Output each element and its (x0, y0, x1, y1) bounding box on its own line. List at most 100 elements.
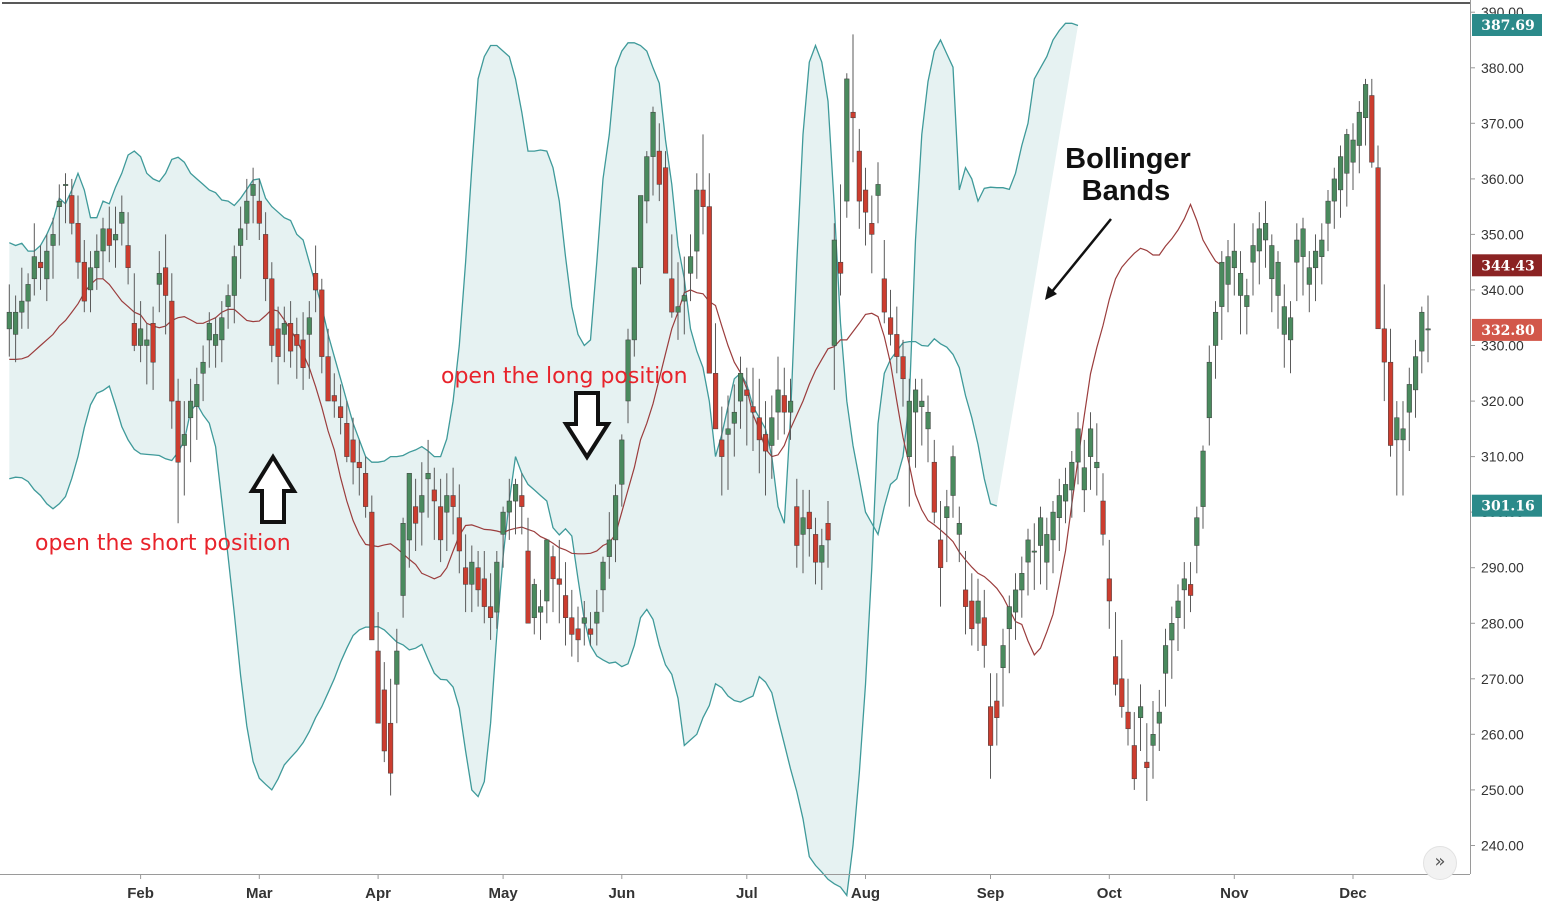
candle[interactable] (456, 484, 462, 574)
candle[interactable] (700, 134, 706, 235)
candle[interactable] (938, 501, 944, 607)
candle[interactable] (1163, 628, 1169, 707)
candle[interactable] (138, 301, 144, 363)
candle[interactable] (556, 539, 562, 624)
candle[interactable] (863, 167, 869, 246)
candle[interactable] (288, 301, 294, 368)
candle[interactable] (369, 495, 375, 641)
candle[interactable] (1106, 539, 1112, 629)
candle[interactable] (500, 506, 506, 568)
candle[interactable] (1131, 712, 1137, 790)
candle[interactable] (906, 378, 912, 507)
candle[interactable] (6, 284, 12, 357)
candle[interactable] (988, 673, 994, 779)
candle[interactable] (300, 312, 306, 390)
candle[interactable] (1181, 562, 1187, 629)
candle[interactable] (144, 323, 150, 385)
candle[interactable] (513, 478, 519, 535)
candle[interactable] (313, 245, 319, 313)
candle[interactable] (1206, 345, 1212, 446)
candle[interactable] (38, 245, 44, 290)
candle[interactable] (656, 123, 662, 202)
candle[interactable] (1419, 306, 1425, 374)
candle[interactable] (881, 240, 887, 324)
candle[interactable] (619, 434, 625, 507)
candle[interactable] (431, 467, 437, 540)
candle[interactable] (1200, 445, 1206, 529)
candle[interactable] (625, 328, 631, 424)
candle[interactable] (769, 395, 775, 479)
candle[interactable] (744, 367, 750, 446)
candle[interactable] (263, 212, 269, 302)
candle[interactable] (344, 401, 350, 463)
candle[interactable] (81, 240, 87, 313)
candle[interactable] (150, 306, 156, 390)
candle[interactable] (1363, 78, 1369, 146)
candle[interactable] (800, 489, 806, 574)
candle[interactable] (631, 267, 637, 357)
candle[interactable] (88, 251, 94, 313)
candle[interactable] (1000, 628, 1006, 707)
candle[interactable] (1063, 467, 1069, 524)
candle[interactable] (363, 456, 369, 518)
candle[interactable] (950, 445, 956, 518)
candle[interactable] (169, 273, 175, 429)
candle[interactable] (325, 328, 331, 402)
candle[interactable] (650, 106, 656, 196)
candle[interactable] (1394, 401, 1400, 496)
candle[interactable] (1388, 328, 1394, 457)
y-tick-labels[interactable]: 240.00250.00260.00270.00280.00290.00300.… (1470, 4, 1524, 854)
candle[interactable] (1156, 689, 1162, 751)
candle[interactable] (119, 195, 125, 246)
candle[interactable] (1013, 573, 1019, 640)
candle[interactable] (994, 673, 1000, 746)
candle[interactable] (1125, 678, 1131, 746)
candle[interactable] (688, 234, 694, 302)
candle[interactable] (175, 378, 181, 524)
candle[interactable] (781, 367, 787, 435)
candle[interactable] (338, 384, 344, 435)
candle[interactable] (706, 173, 712, 374)
candle[interactable] (450, 467, 456, 535)
candle[interactable] (638, 195, 644, 285)
candle[interactable] (1263, 201, 1269, 268)
candle[interactable] (63, 173, 69, 224)
candle[interactable] (50, 217, 56, 279)
candle[interactable] (969, 573, 975, 646)
candle[interactable] (1006, 595, 1012, 674)
scroll-to-latest-button[interactable]: » (1423, 846, 1457, 880)
candle[interactable] (188, 378, 194, 463)
candle[interactable] (644, 151, 650, 224)
candle[interactable] (788, 378, 794, 440)
candle[interactable] (738, 356, 744, 429)
candle[interactable] (194, 367, 200, 440)
candle[interactable] (1150, 701, 1156, 779)
candle[interactable] (519, 473, 525, 535)
candle[interactable] (1056, 478, 1062, 551)
candle[interactable] (1225, 240, 1231, 313)
candle[interactable] (944, 489, 950, 563)
candle[interactable] (538, 589, 544, 640)
candle[interactable] (1075, 412, 1081, 485)
candle[interactable] (425, 439, 431, 518)
candle[interactable] (1350, 123, 1356, 190)
candle[interactable] (1169, 606, 1175, 679)
candle[interactable] (394, 628, 400, 724)
candle[interactable] (1088, 412, 1094, 490)
candle[interactable] (75, 195, 81, 279)
candle[interactable] (1300, 217, 1306, 296)
candle[interactable] (794, 478, 800, 568)
candle[interactable] (550, 545, 556, 613)
candle[interactable] (900, 339, 906, 407)
candle[interactable] (225, 284, 231, 329)
candle[interactable] (1319, 223, 1325, 285)
candle[interactable] (1038, 506, 1044, 585)
candle[interactable] (1331, 167, 1337, 229)
candle[interactable] (1338, 145, 1344, 218)
candle[interactable] (269, 262, 275, 363)
candle[interactable] (438, 478, 444, 563)
candle[interactable] (606, 512, 612, 579)
candle[interactable] (506, 478, 512, 540)
candle[interactable] (31, 223, 37, 296)
candle[interactable] (1256, 212, 1262, 285)
